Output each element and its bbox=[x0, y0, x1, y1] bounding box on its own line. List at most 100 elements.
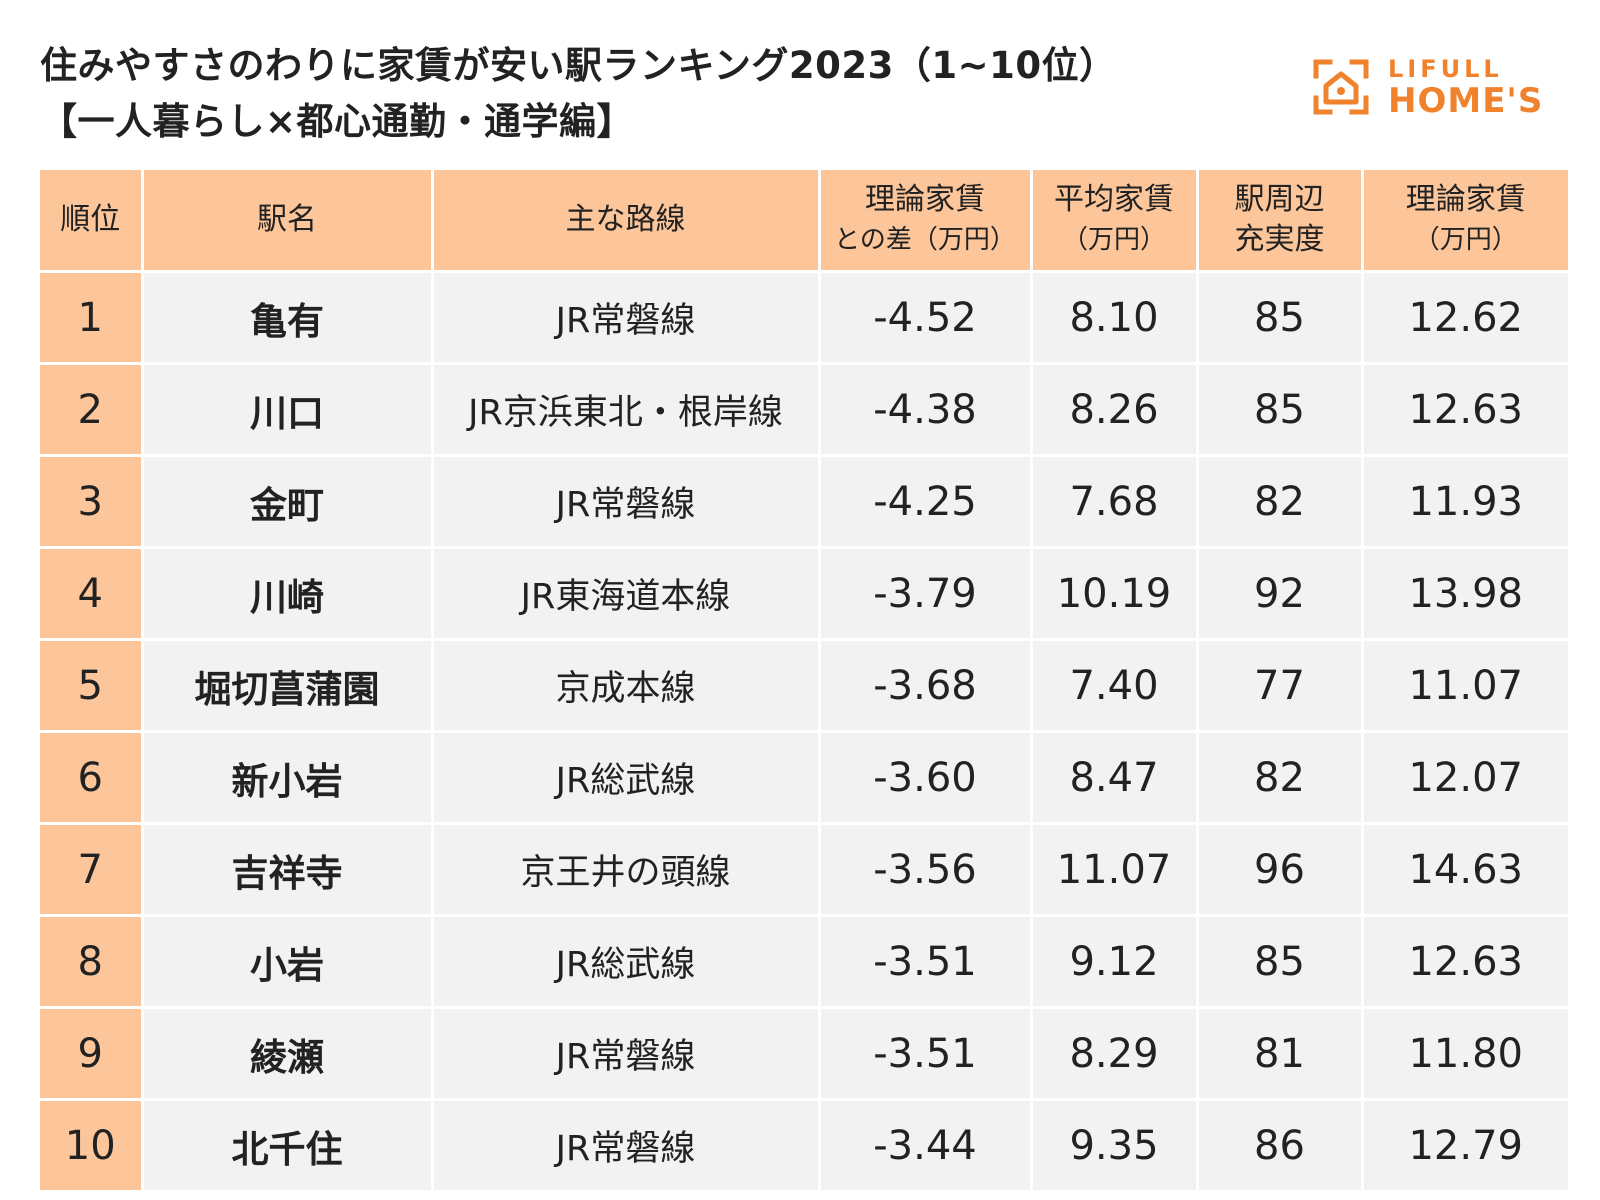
line-cell: JR京浜東北・根岸線 bbox=[432, 363, 821, 457]
header-diff-line2: との差（万円） bbox=[834, 225, 1016, 255]
header-avg-rent: 平均家賃 （万円） bbox=[1031, 170, 1199, 273]
station-cell: 金町 bbox=[142, 455, 434, 549]
theory-rent-cell: 12.62 bbox=[1362, 271, 1568, 365]
logo-text-bottom: HOME'S bbox=[1388, 81, 1544, 121]
station-cell: 川崎 bbox=[142, 547, 434, 641]
score-cell: 81 bbox=[1197, 1007, 1364, 1101]
rank-cell: 7 bbox=[40, 823, 144, 917]
header-theory-rent-line1: 理論家賃 bbox=[1405, 182, 1526, 217]
station-cell: 綾瀬 bbox=[142, 1007, 434, 1101]
station-cell: 吉祥寺 bbox=[142, 823, 434, 917]
theory-rent-cell: 12.07 bbox=[1362, 731, 1568, 825]
score-cell: 85 bbox=[1197, 363, 1364, 457]
diff-cell: -4.38 bbox=[819, 363, 1033, 457]
avg-rent-cell: 8.10 bbox=[1031, 271, 1199, 365]
lifull-homes-logo: LIFULL HOME'S bbox=[1312, 56, 1572, 120]
table-row: 1 亀有 JR常磐線 -4.52 8.10 85 12.62 bbox=[40, 271, 1568, 365]
table-header-row: 順位 駅名 主な路線 理論家賃との差（万円） 平均家賃 （万円） 駅周辺充実度 理論家賃 （万円… bbox=[40, 170, 1568, 273]
diff-cell: -4.25 bbox=[819, 455, 1033, 549]
score-cell: 82 bbox=[1197, 731, 1364, 825]
score-cell: 92 bbox=[1197, 547, 1364, 641]
score-cell: 96 bbox=[1197, 823, 1364, 917]
avg-rent-cell: 8.47 bbox=[1031, 731, 1199, 825]
header-diff: 理論家賃との差（万円） bbox=[819, 170, 1033, 273]
title-line-2: 【一人暮らし×都心通勤・通学編】 bbox=[40, 100, 635, 143]
avg-rent-cell: 8.26 bbox=[1031, 363, 1199, 457]
header-score-line2: 充実度 bbox=[1234, 222, 1325, 257]
avg-rent-cell: 7.40 bbox=[1031, 639, 1199, 733]
table-row: 3 金町 JR常磐線 -4.25 7.68 82 11.93 bbox=[40, 455, 1568, 549]
rank-cell: 10 bbox=[40, 1099, 144, 1193]
table-row: 6 新小岩 JR総武線 -3.60 8.47 82 12.07 bbox=[40, 731, 1568, 825]
diff-cell: -3.68 bbox=[819, 639, 1033, 733]
diff-cell: -3.51 bbox=[819, 1007, 1033, 1101]
table-body: 1 亀有 JR常磐線 -4.52 8.10 85 12.62 2 川口 JR京浜東北・根岸線 -4.… bbox=[40, 271, 1568, 1193]
table-row: 8 小岩 JR総武線 -3.51 9.12 85 12.63 bbox=[40, 915, 1568, 1009]
station-cell: 堀切菖蒲園 bbox=[142, 639, 434, 733]
header-score-line1: 駅周辺 bbox=[1234, 182, 1325, 217]
station-cell: 新小岩 bbox=[142, 731, 434, 825]
diff-cell: -4.52 bbox=[819, 271, 1033, 365]
diff-cell: -3.60 bbox=[819, 731, 1033, 825]
line-cell: JR東海道本線 bbox=[432, 547, 821, 641]
theory-rent-cell: 11.80 bbox=[1362, 1007, 1568, 1101]
diff-cell: -3.51 bbox=[819, 915, 1033, 1009]
table-row: 5 堀切菖蒲園 京成本線 -3.68 7.40 77 11.07 bbox=[40, 639, 1568, 733]
logo-text-top: LIFULL bbox=[1388, 55, 1503, 83]
rank-cell: 2 bbox=[40, 363, 144, 457]
ranking-table: 順位 駅名 主な路線 理論家賃との差（万円） 平均家賃 （万円） 駅周辺充実度 理論家賃 （万円… bbox=[40, 170, 1568, 1193]
theory-rent-cell: 13.98 bbox=[1362, 547, 1568, 641]
line-cell: JR常磐線 bbox=[432, 1007, 821, 1101]
avg-rent-cell: 7.68 bbox=[1031, 455, 1199, 549]
header-avg-rent-line1: 平均家賃 bbox=[1054, 182, 1174, 217]
diff-cell: -3.79 bbox=[819, 547, 1033, 641]
header-rank: 順位 bbox=[40, 170, 144, 273]
page-title: 住みやすさのわりに家賃が安い駅ランキング2023（1~10位） 【一人暮らし×都… bbox=[40, 38, 1117, 150]
theory-rent-cell: 12.63 bbox=[1362, 915, 1568, 1009]
rank-cell: 6 bbox=[40, 731, 144, 825]
rank-cell: 9 bbox=[40, 1007, 144, 1101]
avg-rent-cell: 9.35 bbox=[1031, 1099, 1199, 1193]
header-station: 駅名 bbox=[142, 170, 434, 273]
header-line: 主な路線 bbox=[432, 170, 821, 273]
avg-rent-cell: 8.29 bbox=[1031, 1007, 1199, 1101]
table-row: 4 川崎 JR東海道本線 -3.79 10.19 92 13.98 bbox=[40, 547, 1568, 641]
score-cell: 77 bbox=[1197, 639, 1364, 733]
title-line-1: 住みやすさのわりに家賃が安い駅ランキング2023（1~10位） bbox=[40, 44, 1117, 87]
theory-rent-cell: 12.63 bbox=[1362, 363, 1568, 457]
line-cell: JR常磐線 bbox=[432, 271, 821, 365]
line-cell: JR総武線 bbox=[432, 731, 821, 825]
score-cell: 82 bbox=[1197, 455, 1364, 549]
rank-cell: 1 bbox=[40, 271, 144, 365]
header-station-line1: 駅名 bbox=[257, 202, 317, 237]
header-avg-rent-line2: （万円） bbox=[1061, 225, 1166, 255]
rank-cell: 8 bbox=[40, 915, 144, 1009]
score-cell: 85 bbox=[1197, 915, 1364, 1009]
avg-rent-cell: 9.12 bbox=[1031, 915, 1199, 1009]
rank-cell: 3 bbox=[40, 455, 144, 549]
table-row: 7 吉祥寺 京王井の頭線 -3.56 11.07 96 14.63 bbox=[40, 823, 1568, 917]
diff-cell: -3.44 bbox=[819, 1099, 1033, 1193]
header-score: 駅周辺 充実度 bbox=[1197, 170, 1364, 273]
house-logo-icon bbox=[1313, 59, 1369, 115]
station-cell: 小岩 bbox=[142, 915, 434, 1009]
station-cell: 川口 bbox=[142, 363, 434, 457]
line-cell: 京王井の頭線 bbox=[432, 823, 821, 917]
station-cell: 亀有 bbox=[142, 271, 434, 365]
table-row: 9 綾瀬 JR常磐線 -3.51 8.29 81 11.80 bbox=[40, 1007, 1568, 1101]
rank-cell: 5 bbox=[40, 639, 144, 733]
theory-rent-cell: 14.63 bbox=[1362, 823, 1568, 917]
avg-rent-cell: 10.19 bbox=[1031, 547, 1199, 641]
rank-cell: 4 bbox=[40, 547, 144, 641]
header-diff-line1: 理論家賃 bbox=[865, 182, 985, 217]
table-row: 2 川口 JR京浜東北・根岸線 -4.38 8.26 85 12.63 bbox=[40, 363, 1568, 457]
score-cell: 86 bbox=[1197, 1099, 1364, 1193]
header-line-line1: 主な路線 bbox=[565, 202, 686, 237]
table-row: 10 北千住 JR常磐線 -3.44 9.35 86 12.79 bbox=[40, 1099, 1568, 1193]
theory-rent-cell: 12.79 bbox=[1362, 1099, 1568, 1193]
header-theory-rent-line2: （万円） bbox=[1413, 225, 1518, 255]
line-cell: JR総武線 bbox=[432, 915, 821, 1009]
line-cell: JR常磐線 bbox=[432, 1099, 821, 1193]
line-cell: JR常磐線 bbox=[432, 455, 821, 549]
theory-rent-cell: 11.07 bbox=[1362, 639, 1568, 733]
